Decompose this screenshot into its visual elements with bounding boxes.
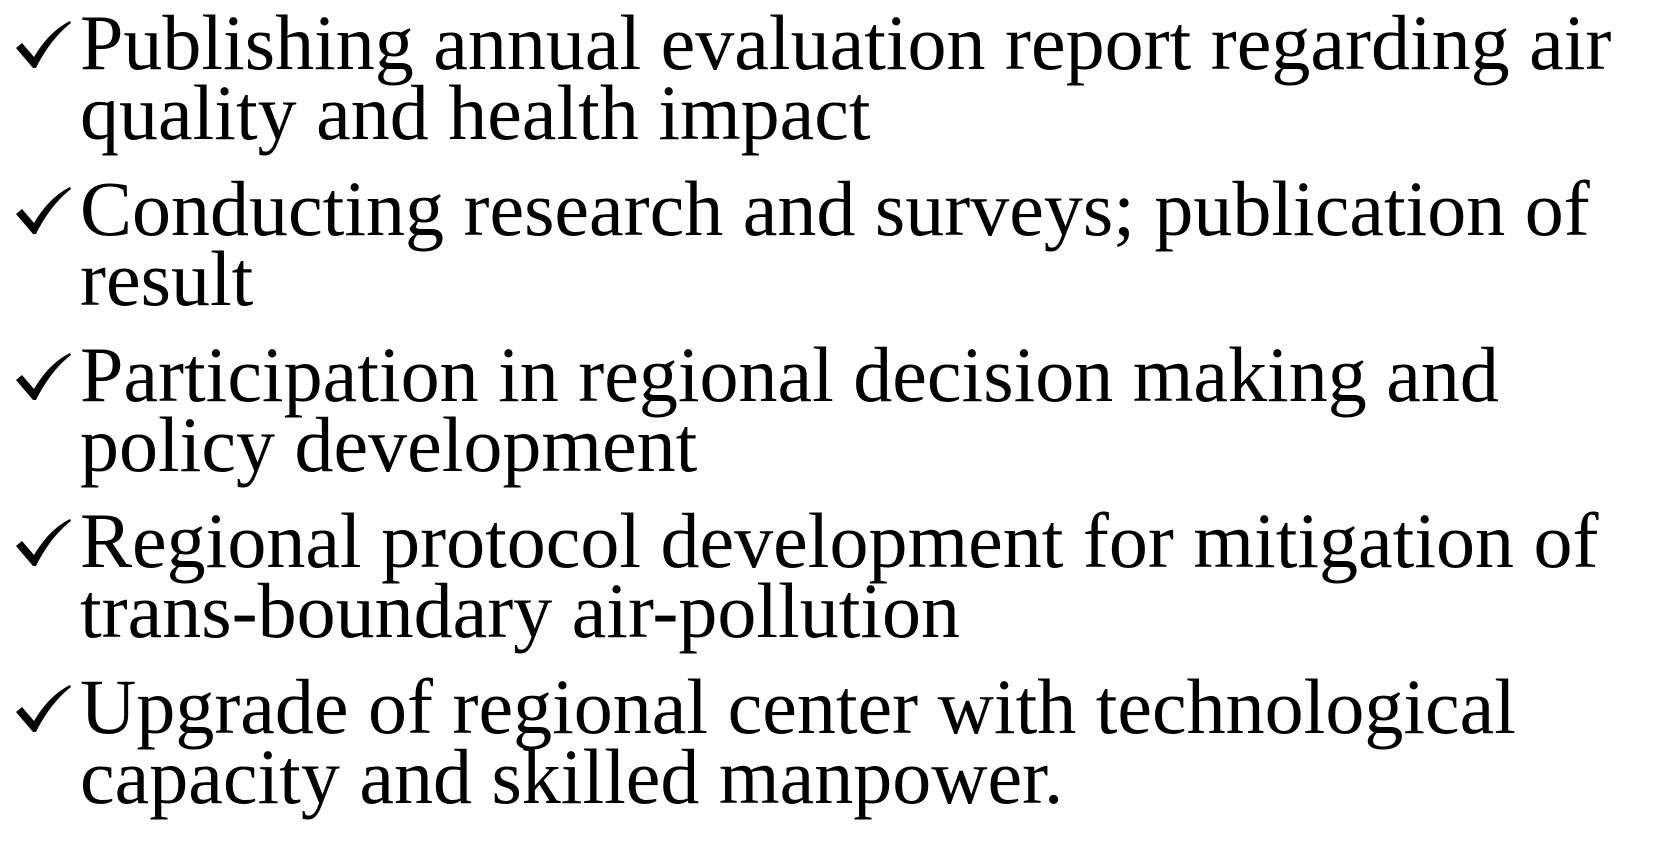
check-mark (16, 187, 71, 234)
bullet-text: trans-boundary air-pollution (80, 567, 961, 654)
bullet-text: Conducting research and surveys; publica… (80, 165, 1590, 252)
bullet-text: result (80, 235, 254, 322)
bullet-text: policy development (80, 401, 698, 488)
bullet-text: Upgrade of regional center with technolo… (80, 663, 1516, 750)
check-mark (16, 519, 71, 566)
check-bullet (16, 353, 71, 400)
check-bullet (16, 187, 71, 234)
check-bullet (16, 21, 71, 68)
check-bullet (16, 685, 71, 732)
bullet-text: quality and health impact (80, 69, 871, 156)
check-mark (16, 685, 71, 732)
check-mark (16, 21, 71, 68)
bullet-text: Participation in regional decision makin… (80, 331, 1499, 418)
bullet-text: capacity and skilled manpower. (80, 733, 1064, 820)
check-bullet (16, 519, 71, 566)
bullet-text: Regional protocol development for mitiga… (80, 497, 1599, 584)
bullet-text: Publishing annual evaluation report rega… (80, 0, 1612, 86)
check-mark (16, 353, 71, 400)
